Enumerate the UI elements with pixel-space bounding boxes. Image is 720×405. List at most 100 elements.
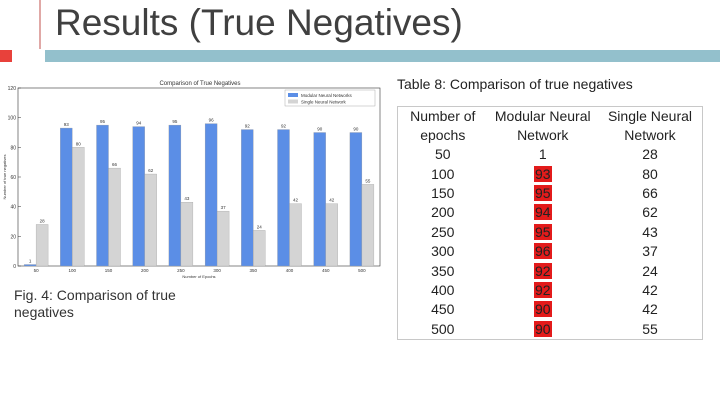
chart-title: Comparison of True Negatives [159,81,240,87]
table-row: 150 95 66 [398,184,703,203]
data-label: 42 [293,198,299,203]
table-row: 500 90 55 [398,320,703,340]
table-cell: 1 [488,145,598,164]
data-label: 62 [148,168,154,173]
bar [216,210,230,267]
table-row: 400 92 42 [398,281,703,300]
data-label: 90 [317,127,323,132]
table-cell: 350 [431,262,455,279]
column-header: Modular Neural Network [494,108,591,143]
legend-swatch [288,93,298,97]
table-cell: 95 [488,184,598,203]
cell-value: 90 [533,301,552,318]
bar [108,167,121,267]
data-label: 1 [29,259,32,264]
table-cell: 37 [642,243,658,260]
table-cell: 400 [431,281,455,298]
bar [204,123,218,267]
table-cell: 200 [431,204,455,221]
x-tick-label: 400 [286,268,294,273]
table-cell: 150 [431,184,455,201]
x-tick-label: 500 [358,268,366,273]
data-label: 42 [329,198,335,203]
data-label: 93 [64,122,70,127]
accent-bar [45,50,720,62]
cell-value: 93 [533,165,552,182]
table-cell: 500 [431,320,455,337]
table-cell: 80 [642,165,658,182]
bar [132,126,145,267]
table-cell: 95 [488,223,598,242]
y-tick-label: 80 [10,145,16,151]
cell-value: 1 [538,146,547,163]
data-label: 92 [281,124,287,129]
data-label: 95 [100,119,106,124]
data-label: 24 [257,224,263,229]
column-header: Number of epochs [410,108,476,143]
bar [144,173,157,267]
bar [60,127,73,267]
column-header: Single Neural Network [607,108,693,143]
y-tick-label: 40 [10,205,16,211]
x-tick-label: 150 [105,268,113,273]
table-cell: 94 [488,203,598,222]
bar [96,124,109,267]
cell-value: 94 [533,204,552,221]
data-label: 80 [76,141,82,146]
table-cell: 92 [488,261,598,280]
table-caption: Table 8: Comparison of true negatives [397,76,633,92]
bar [168,124,182,267]
table-row: 200 94 62 [398,203,703,222]
legend-label: Single Neural Network [301,100,347,105]
x-axis-label: Number of Epochs [182,274,215,279]
table-cell: 24 [642,262,658,279]
table-cell: 55 [642,320,658,337]
plot-frame [17,87,381,267]
y-tick-label: 0 [13,264,16,270]
y-tick-label: 120 [8,86,17,92]
table-row: 350 92 24 [398,261,703,280]
bar [313,132,326,267]
bar [35,224,49,267]
bar [23,264,37,267]
cell-value: 92 [533,262,552,279]
cell-value: 95 [533,223,552,240]
table-cell: 90 [488,300,598,319]
data-label: 96 [209,118,215,123]
table-row: 250 95 43 [398,223,703,242]
table-row: 300 96 37 [398,242,703,261]
slide-title: Results (True Negatives) [55,2,463,43]
data-label: 94 [136,121,142,126]
bar [361,184,375,267]
x-tick-label: 450 [322,268,330,273]
cell-value: 95 [533,184,552,201]
bar [325,203,338,267]
legend-box [284,89,376,107]
figure-caption: Fig. 4: Comparison of true negatives [14,287,176,320]
cell-value: 96 [533,243,552,260]
bar [72,147,85,267]
x-tick-label: 250 [177,268,185,273]
accent-square [0,50,12,62]
bar [349,132,363,267]
x-tick-label: 350 [250,268,258,273]
x-tick-label: 300 [213,268,221,273]
table: Number of epochs Modular Neural Network Si… [397,106,703,340]
table-cell: 92 [488,281,598,300]
bar [289,203,302,267]
y-tick-label: 60 [10,175,16,181]
table-cell: 50 [434,146,451,163]
data-label: 90 [353,127,359,132]
table-cell: 96 [488,242,598,261]
table-cell: 450 [431,301,455,318]
data-label: 37 [221,205,227,210]
data-label: 95 [172,119,178,124]
x-tick-label: 200 [141,268,149,273]
table-cell: 100 [431,165,455,182]
table-cell: 250 [431,223,455,240]
table-cell: 43 [642,223,658,240]
bar [241,129,254,267]
data-label: 43 [184,196,190,201]
